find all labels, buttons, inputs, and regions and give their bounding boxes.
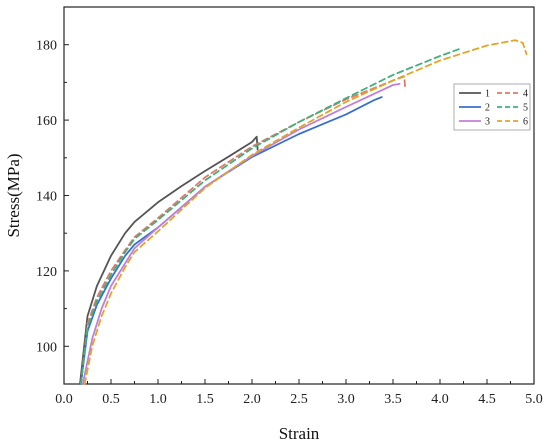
x-tick-label: 1.0: [149, 392, 167, 407]
legend-label-5: 5: [523, 103, 528, 114]
x-tick-label: 2.0: [243, 392, 261, 407]
x-tick-label: 0.0: [55, 392, 73, 407]
legend-label-4: 4: [523, 89, 528, 100]
series-line-3: [81, 83, 401, 385]
y-tick-label: 120: [36, 265, 57, 280]
x-tick-label: 1.5: [196, 392, 214, 407]
series-line-4: [80, 75, 407, 385]
series-line-2: [80, 96, 383, 385]
x-tick-label: 2.5: [290, 392, 308, 407]
legend-label-2: 2: [485, 103, 490, 114]
legend-label-3: 3: [485, 117, 490, 128]
x-tick-label: 5.0: [525, 392, 543, 407]
series-line-6: [83, 39, 528, 385]
x-tick-label: 3.5: [384, 392, 402, 407]
x-tick-label: 4.5: [478, 392, 496, 407]
x-tick-label: 4.0: [431, 392, 449, 407]
series-lines: [79, 39, 528, 385]
y-tick-label: 160: [36, 114, 57, 129]
y-tick-label: 100: [36, 340, 57, 355]
axes: 0.0 0.5 1.0 1.5 2.0 2.5 3.0 3.5 4.0 4.5 5.0 100 120 1…: [36, 6, 543, 407]
legend-label-1: 1: [485, 89, 490, 100]
legend: 1 2 3 4 5 6: [453, 83, 531, 131]
x-tick-label: 0.5: [102, 392, 120, 407]
y-tick-label: 140: [36, 190, 57, 205]
plot-frame: [63, 6, 535, 385]
x-axis-title: Strain: [279, 424, 320, 443]
y-tick-label: 180: [36, 39, 57, 54]
legend-label-6: 6: [523, 117, 528, 128]
y-axis-title: Stress(MPa): [4, 153, 23, 237]
x-tick-label: 3.0: [337, 392, 355, 407]
series-line-5: [80, 48, 460, 385]
series-line-1: [79, 135, 259, 385]
